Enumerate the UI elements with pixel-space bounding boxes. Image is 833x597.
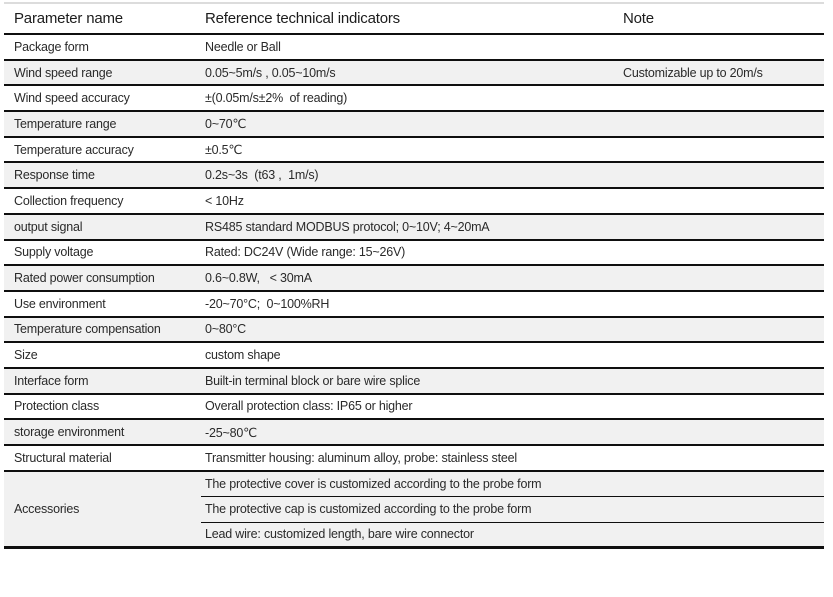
value-cell: Built-in terminal block or bare wire spl… xyxy=(205,373,421,388)
table-row: Wind speed accuracy ±(0.05m/s±2% of read… xyxy=(4,85,824,112)
value-cell: Overall protection class: IP65 or higher xyxy=(205,399,413,414)
table-row: Use environment -20~70°C; 0~100%RH xyxy=(4,291,824,317)
table-row: Temperature range 0~70℃ xyxy=(4,111,824,137)
table-row-accessories: Accessories The protective cover is cust… xyxy=(4,470,824,516)
table-row: Package form Needle or Ball xyxy=(4,34,824,60)
value-cell: 0~70℃ xyxy=(205,117,247,132)
spec-table: Parameter name Reference technical indic… xyxy=(4,2,824,550)
table-row: Structural material Transmitter housing:… xyxy=(4,445,824,471)
value-cell: 0~80°C xyxy=(205,322,246,337)
table-row: output signal RS485 standard MODBUS prot… xyxy=(4,213,824,240)
param-cell: Supply voltage xyxy=(14,245,94,260)
table-row: Temperature compensation 0~80°C xyxy=(4,316,824,343)
table-row-accessories: The protective cap is customized accordi… xyxy=(4,496,824,523)
param-cell: Collection frequency xyxy=(14,193,124,208)
value-cell: -25~80℃ xyxy=(205,425,257,440)
param-cell: Response time xyxy=(14,168,95,183)
table-row: Temperature accuracy ±0.5℃ xyxy=(4,137,824,163)
param-cell: Protection class xyxy=(14,399,100,414)
param-cell: Size xyxy=(14,348,38,363)
param-cell: Package form xyxy=(14,39,89,54)
param-cell: Temperature accuracy xyxy=(14,142,134,157)
param-cell: Temperature range xyxy=(14,116,117,131)
note-cell xyxy=(619,342,824,368)
note-cell xyxy=(619,265,824,291)
table-row: Supply voltage Rated: DC24V (Wide range:… xyxy=(4,240,824,266)
param-cell: Rated power consumption xyxy=(14,271,155,286)
param-cell: Wind speed accuracy xyxy=(14,91,130,106)
value-cell: Transmitter housing: aluminum alloy, pro… xyxy=(205,450,517,465)
note-cell xyxy=(619,34,824,60)
value-cell: Needle or Ball xyxy=(205,39,281,54)
col-header-note: Note xyxy=(619,3,824,35)
note-cell xyxy=(619,162,824,188)
value-cell: RS485 standard MODBUS protocol; 0~10V; 4… xyxy=(205,219,490,234)
value-cell: -20~70°C; 0~100%RH xyxy=(205,296,330,311)
note-cell xyxy=(619,85,824,111)
value-cell: custom shape xyxy=(205,348,281,363)
note-cell xyxy=(619,368,824,394)
table-row: Protection class Overall protection clas… xyxy=(4,394,824,420)
note-cell xyxy=(619,419,824,445)
accessory-item: The protective cover is customized accor… xyxy=(201,470,824,497)
note-cell xyxy=(619,137,824,163)
value-cell: 0.05~5m/s , 0.05~10m/s xyxy=(205,65,336,80)
col-header-indicators: Reference technical indicators xyxy=(201,3,619,35)
value-cell: ±0.5℃ xyxy=(205,143,243,158)
header-row: Parameter name Reference technical indic… xyxy=(4,3,824,35)
param-cell: storage environment xyxy=(14,425,125,440)
table-row: storage environment -25~80℃ xyxy=(4,419,824,445)
param-cell: Wind speed range xyxy=(14,65,113,80)
note-cell xyxy=(619,445,824,471)
note-cell xyxy=(619,240,824,266)
note-cell xyxy=(619,291,824,317)
col-header-parameter: Parameter name xyxy=(4,3,201,35)
table-row: Interface form Built-in terminal block o… xyxy=(4,367,824,394)
param-cell: output signal xyxy=(14,219,83,234)
accessory-item: The protective cap is customized accordi… xyxy=(201,496,824,523)
value-cell: ±(0.05m/s±2% of reading) xyxy=(205,91,348,106)
table-row: Response time 0.2s~3s (t63 , 1m/s) xyxy=(4,162,824,189)
note-cell xyxy=(619,111,824,137)
note-cell xyxy=(619,317,824,343)
param-cell: Interface form xyxy=(14,373,89,388)
table-row: Wind speed range 0.05~5m/s , 0.05~10m/s … xyxy=(4,59,824,86)
note-cell xyxy=(619,214,824,240)
param-cell: Structural material xyxy=(14,450,112,465)
note-cell xyxy=(619,188,824,214)
value-cell: 0.2s~3s (t63 , 1m/s) xyxy=(205,168,319,183)
value-cell: < 10Hz xyxy=(205,193,244,208)
param-cell: Use environment xyxy=(14,296,106,311)
table-row: Rated power consumption 0.6~0.8W, < 30mA xyxy=(4,265,824,291)
table-row: Collection frequency < 10Hz xyxy=(4,188,824,214)
note-cell: Customizable up to 20m/s xyxy=(623,65,763,80)
param-cell: Temperature compensation xyxy=(14,322,161,337)
value-cell: 0.6~0.8W, < 30mA xyxy=(205,271,312,286)
note-cell xyxy=(619,394,824,420)
accessory-item: Lead wire: customized length, bare wire … xyxy=(205,527,474,542)
value-cell: Rated: DC24V (Wide range: 15~26V) xyxy=(205,245,406,260)
param-cell-accessories: Accessories xyxy=(14,501,80,516)
table-row: Size custom shape xyxy=(4,342,824,368)
